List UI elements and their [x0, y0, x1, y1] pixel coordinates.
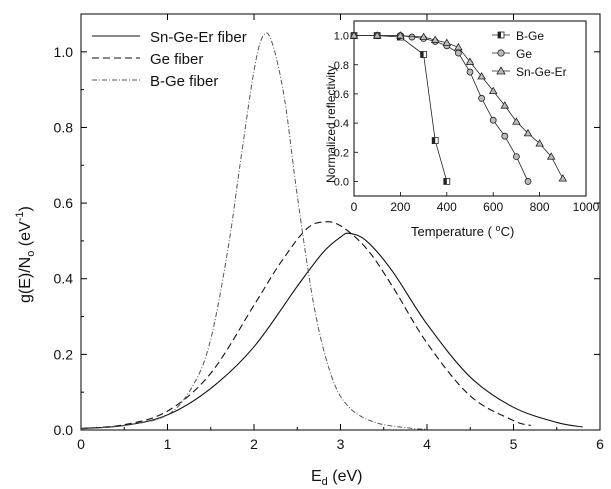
main-chart: 0 1 2 3 4 5 6 0.0 0.2 0.4 0.6 0.8 1.0 Sn-Ge-Er fibe…: [14, 13, 604, 488]
main-x-tick-label: 4: [423, 436, 431, 452]
inset-point-ge: [478, 94, 486, 102]
inset-line-sn-ge-er: [354, 35, 564, 179]
inset-point-sn-ge-er: [477, 72, 486, 80]
legend-label-b-ge: B-Ge fiber: [150, 73, 218, 90]
inset-point-ge: [454, 49, 462, 57]
main-x-tick-label: 2: [250, 436, 258, 452]
inset-x-axis-label: Temperature ( oC): [411, 223, 514, 239]
main-x-tick-label: 6: [596, 436, 604, 452]
main-x-tick-label: 5: [510, 436, 518, 452]
inset-point-sn-ge-er: [430, 35, 440, 43]
inset-series-sn-ge-er: [349, 31, 568, 182]
inset-y-tick-label: 0.2: [334, 147, 349, 159]
main-y-tick-label: 1.0: [54, 44, 74, 60]
inset-point-sn-ge-er: [523, 128, 533, 137]
inset-y-tick-label: 1.0: [334, 31, 349, 43]
inset-y-tick-label: 0.8: [334, 60, 349, 72]
inset-y-ticks: 0.0 0.2 0.4 0.6 0.8 1.0: [334, 31, 358, 188]
inset-point-sn-ge-er: [442, 38, 452, 46]
inset-point-sn-ge-er: [558, 174, 568, 182]
main-y-ticks: 0.0 0.2 0.4 0.6 0.8 1.0: [54, 44, 600, 438]
main-x-tick-label: 3: [337, 436, 345, 452]
inset-y-tick-label: 0.0: [334, 176, 349, 188]
inset-x-tick-label: 1000: [573, 200, 600, 214]
main-y-tick-label: 0.0: [54, 422, 74, 438]
inset-point-sn-ge-er: [512, 117, 521, 125]
inset-y-axis-label: Normalized reflectivity: [324, 66, 338, 183]
inset-point-sn-ge-er: [396, 31, 405, 39]
main-x-axis-label: Ed (eV): [311, 468, 362, 488]
inset-legend-marker-sn-ge-er: [496, 66, 506, 75]
inset-point-ge: [466, 68, 474, 76]
inset-point-ge: [524, 178, 532, 185]
main-y-tick-label: 0.2: [54, 346, 74, 362]
inset-plot-frame: [353, 20, 587, 197]
inset-legend: B-Ge Ge Sn-Ge-Er: [492, 29, 567, 79]
main-x-tick-label: 1: [164, 436, 172, 452]
inset-legend-label-b-ge: B-Ge: [516, 29, 544, 43]
main-y-tick-label: 0.6: [54, 195, 74, 211]
main-y-tick-label: 0.8: [54, 119, 74, 135]
main-x-ticks: 0 1 2 3 4 5 6: [77, 14, 604, 452]
inset-y-tick-label: 0.6: [334, 89, 349, 101]
inset-point-b-ge-fill: [420, 51, 424, 58]
inset-point-sn-ge-er: [372, 31, 382, 39]
inset-point-sn-ge-er: [349, 31, 359, 39]
inset-x-tick-label: 400: [437, 200, 457, 214]
inset-x-ticks: 0 200 400 600 800 1000: [351, 192, 600, 214]
inset-point-sn-ge-er: [500, 101, 510, 109]
legend-label-sn-ge-er: Sn-Ge-Er fiber: [150, 29, 247, 46]
main-x-tick-label: 0: [77, 436, 85, 452]
inset-point-ge: [408, 33, 416, 41]
inset-legend-label-sn-ge-er: Sn-Ge-Er: [516, 65, 567, 79]
inset-background: [354, 21, 586, 196]
inset-legend-marker-b-ge-fill: [498, 32, 501, 38]
inset-point-ge: [489, 116, 497, 124]
inset-point-b-ge-fill: [432, 137, 436, 144]
inset-point-ge: [513, 153, 520, 161]
main-series-b-ge-fiber: [80, 32, 428, 430]
inset-point-ge: [501, 132, 509, 140]
main-series-group: [80, 32, 583, 430]
inset-x-tick-label: 200: [390, 200, 410, 214]
main-y-tick-label: 0.4: [54, 271, 74, 287]
legend-label-ge: Ge fiber: [150, 51, 203, 68]
inset-y-tick-label: 0.4: [334, 118, 349, 130]
main-y-axis-label: g(E)/No (eV-1): [14, 206, 37, 303]
inset-point-sn-ge-er: [465, 57, 475, 65]
inset-legend-label-ge: Ge: [516, 47, 532, 61]
inset-point-sn-ge-er: [454, 42, 463, 51]
inset-point-sn-ge-er: [488, 86, 498, 94]
main-legend: Sn-Ge-Er fiber Ge fiber B-Ge fiber: [92, 29, 247, 90]
inset-x-tick-label: 0: [351, 200, 358, 214]
main-series-ge-fiber: [80, 221, 531, 430]
inset-x-tick-label: 800: [530, 200, 550, 214]
inset-x-tick-label: 600: [483, 200, 503, 214]
inset-point-sn-ge-er: [535, 139, 544, 147]
main-series-sn-ge-er-fiber: [80, 232, 583, 430]
inset-point-sn-ge-er: [546, 152, 556, 160]
inset-chart: 0 200 400 600 800 1000 0.0 0.2 0.4 0.6 0.8 1.0 B-G…: [324, 20, 600, 239]
inset-legend-marker-ge: [497, 49, 505, 57]
inset-point-b-ge-fill: [443, 178, 447, 185]
inset-series-group: [349, 31, 568, 185]
inset-point-sn-ge-er: [419, 32, 428, 41]
